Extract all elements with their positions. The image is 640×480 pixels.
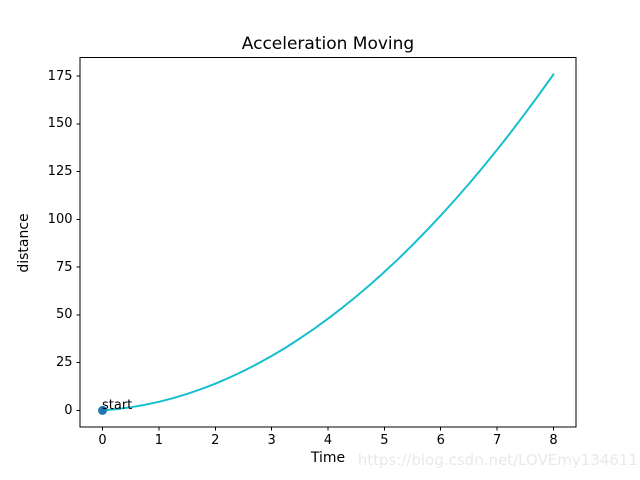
y-tick-label: 25 <box>55 355 73 371</box>
x-tick-label: 1 <box>154 433 164 448</box>
x-tick-label: 4 <box>323 433 333 448</box>
start-point-marker <box>98 405 108 415</box>
x-tick-label: 5 <box>380 433 389 448</box>
x-tick-label: 2 <box>211 433 220 448</box>
tick-marks <box>76 75 554 431</box>
watermark: https://blog.csdn.net/LOVEmy134611 <box>357 451 638 469</box>
x-tick-label: 3 <box>267 433 276 448</box>
y-tick-label: 125 <box>47 164 73 180</box>
y-tick-label: 50 <box>55 307 73 323</box>
y-tick-label: 75 <box>55 259 73 275</box>
chart-title: Acceleration Moving <box>241 34 415 54</box>
start-annotation: start <box>102 398 133 413</box>
x-tick-label: 8 <box>549 433 558 448</box>
distance-curve <box>101 73 555 412</box>
x-tick-label: 6 <box>436 433 445 448</box>
x-tick-label: 0 <box>98 433 107 448</box>
axes-frame <box>79 57 577 428</box>
y-axis-label: distance <box>16 213 32 273</box>
x-axis-label: Time <box>310 450 346 466</box>
y-tick-label: 100 <box>47 211 73 227</box>
y-tick-label: 175 <box>47 68 73 84</box>
y-tick-label: 0 <box>64 402 73 418</box>
y-tick-label: 150 <box>47 116 73 132</box>
x-tick-label: 7 <box>492 433 502 448</box>
